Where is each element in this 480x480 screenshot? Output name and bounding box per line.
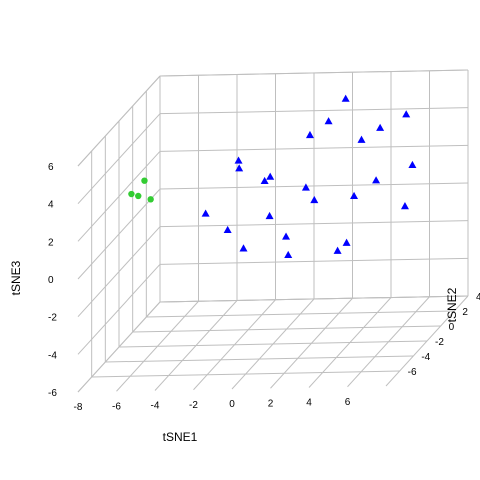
floor-grid-line [105, 355, 414, 363]
data-point-triangle [400, 201, 409, 210]
data-point-circle [135, 192, 142, 200]
z-tick-label: 2 [48, 237, 54, 248]
data-point-triangle [402, 110, 411, 118]
data-point-triangle [310, 195, 319, 204]
x-tick-label: -6 [112, 401, 121, 412]
data-point-triangle [372, 176, 381, 184]
data-points [128, 94, 417, 259]
data-point-triangle [223, 225, 232, 234]
floor-grid-line [91, 370, 400, 378]
back-wall-grid-line [159, 220, 469, 228]
data-point-triangle [266, 172, 275, 180]
x-tick-label: 2 [268, 398, 274, 409]
side-wall-grid-line [77, 301, 161, 393]
z-tick-label: -6 [48, 388, 57, 399]
data-point-triangle [324, 117, 333, 125]
back-wall-grid-line [159, 107, 469, 115]
grid-lines [77, 69, 469, 393]
data-point-triangle [265, 211, 274, 220]
data-point-circle [147, 196, 154, 203]
data-point-triangle [284, 250, 293, 259]
x-tick-label: -2 [189, 400, 198, 411]
x-tick-label: 4 [306, 398, 312, 409]
data-point-triangle [260, 176, 269, 185]
y-tick-label: 2 [462, 307, 468, 318]
data-point-circle [128, 190, 135, 198]
data-point-triangle [357, 135, 366, 143]
data-point-triangle [301, 183, 310, 191]
z-tick-label: -4 [48, 350, 57, 361]
back-wall-grid-line [159, 295, 469, 303]
floor-grid-line [146, 310, 455, 318]
data-point-triangle [342, 238, 351, 246]
x-tick-label: 6 [345, 397, 351, 408]
data-point-triangle [282, 232, 291, 240]
z-tick-label: 6 [48, 162, 54, 173]
x-axis-title: tSNE1 [163, 430, 198, 444]
data-point-triangle [201, 209, 210, 217]
data-point-circle [141, 177, 148, 184]
side-wall-grid-line [77, 113, 161, 205]
x-tick-label: -4 [151, 401, 160, 412]
y-tick-label: -6 [408, 367, 417, 378]
data-point-triangle [341, 94, 350, 102]
floor-grid-line [132, 325, 441, 333]
floor-grid-line [118, 340, 428, 348]
side-wall-grid-line [77, 150, 161, 242]
z-tick-label: -2 [48, 313, 57, 324]
side-wall-grid-line [77, 226, 161, 318]
data-point-triangle [239, 244, 248, 252]
y-tick-label: 4 [476, 292, 480, 303]
data-point-triangle [376, 123, 385, 131]
y-tick-label: -4 [421, 352, 430, 363]
x-tick-label: -8 [74, 402, 83, 413]
y-tick-label: 0 [449, 322, 455, 333]
data-point-triangle [234, 156, 243, 164]
side-wall-grid-line [77, 75, 161, 167]
side-wall-grid-line [77, 263, 161, 355]
z-axis-title: tSNE3 [9, 260, 23, 295]
back-wall-grid-line [159, 182, 469, 190]
data-point-triangle [350, 191, 359, 200]
back-wall-grid-line [159, 257, 469, 265]
z-tick-label: 0 [48, 275, 54, 286]
y-axis-title: tSNE2 [445, 287, 459, 322]
data-point-triangle [408, 160, 417, 169]
data-point-triangle [305, 130, 314, 139]
x-tick-label: 0 [229, 399, 235, 410]
data-point-triangle [235, 164, 244, 172]
y-tick-label: -2 [435, 337, 444, 348]
side-wall-grid-line [77, 188, 161, 280]
back-wall-grid-line [159, 144, 469, 152]
z-tick-label: 4 [48, 200, 54, 211]
data-point-triangle [333, 246, 342, 254]
back-wall-grid-line [159, 69, 469, 77]
